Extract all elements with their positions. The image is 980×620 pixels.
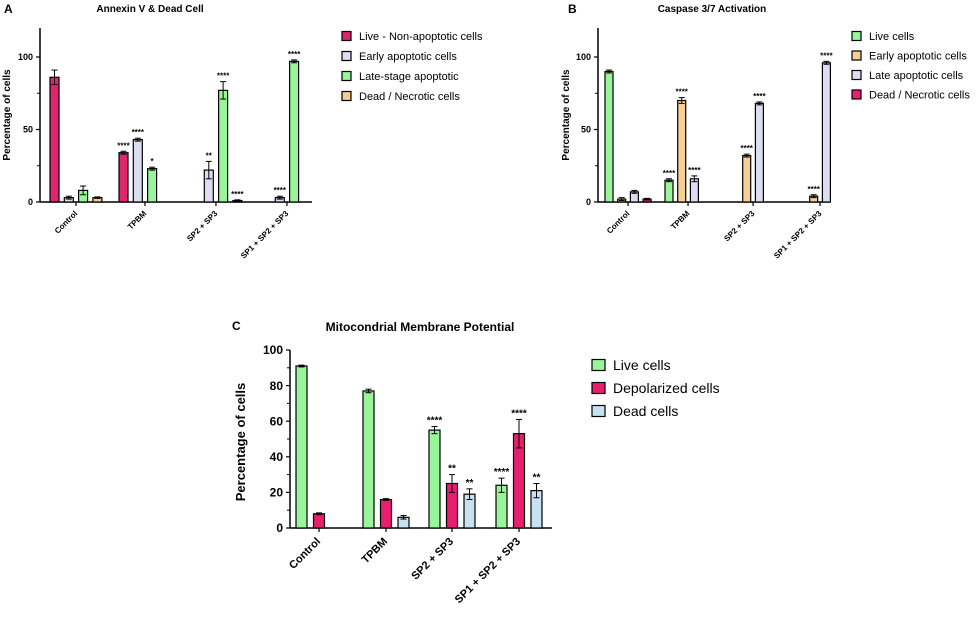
legend-swatch [851,50,862,61]
y-tick-label: 80 [270,379,284,393]
significance-label: **** [217,72,230,81]
bar-a-1-1 [132,139,143,203]
significance-label: ** [206,151,213,160]
y-tick-label: 0 [276,521,283,535]
panel-letter: C [232,319,241,333]
panel-letter: B [568,2,577,16]
x-tick-label: Control [53,209,79,235]
legend-swatch [591,381,606,395]
legend-label: Early apoptotic cells [869,50,967,62]
significance-label: **** [675,88,688,97]
y-tick-label: 20 [270,486,284,500]
legend-label: Early apoptotic cells [359,51,457,63]
chart-panel-a: A Annexin V & Dead Cell Percentage of cell… [2,2,483,260]
bar-c-1-1 [379,498,393,529]
bar-c-2-0 [428,429,441,529]
y-tick-label: 100 [18,52,33,62]
bar-b-3-2 [821,62,832,203]
x-tick-label: TPBM [126,209,149,232]
x-tick-label: SP2 + SP3 [722,209,757,244]
legend-label: Depolarized cells [613,380,720,396]
bar-c-0-1 [312,513,326,529]
legend-swatch [851,89,862,100]
y-axis-label: Percentage of cells [233,383,248,502]
y-tick-label: 100 [263,343,283,357]
chart-title: Annexin V & Dead Cell [96,4,203,15]
y-tick-label: 0 [586,197,591,207]
x-tick-label: SP2 + SP3 [185,209,220,244]
legend-label: Dead / Necrotic cells [359,91,460,103]
y-tick-label: 100 [576,52,591,62]
legend-label: Live cells [869,31,915,43]
y-tick-label: 50 [581,125,591,135]
legend-label: Live - Non-apoptotic cells [359,31,483,43]
bar-a-0-0 [49,76,60,203]
y-axis-label: Percentage of cells [561,69,572,161]
significance-label: **** [231,190,244,199]
y-tick-label: 50 [23,125,33,135]
bar-b-1-1 [677,99,687,203]
y-tick-label: 40 [270,450,284,464]
significance-label: **** [807,185,820,194]
bar-a-1-2 [147,168,158,203]
significance-label: **** [427,416,443,427]
significance-label: **** [663,169,676,178]
bar-a-2-2 [218,89,229,203]
significance-label: **** [494,467,510,478]
bar-b-1-0 [664,179,674,203]
legend-swatch [341,90,352,102]
x-tick-label: SP1 + SP2 + SP3 [453,536,523,606]
significance-label: **** [132,128,145,137]
legend-label: Dead / Necrotic cells [869,89,970,101]
legend-swatch [851,69,862,81]
chart-panel-b: B Caspase 3/7 Activation Percentage of cel… [561,2,970,260]
x-tick-label: Control [605,209,631,235]
panel-letter: A [4,2,13,16]
x-tick-label: SP1 + SP2 + SP3 [239,209,291,261]
chart-title: Caspase 3/7 Activation [658,4,767,15]
legend-label: Live cells [613,357,671,373]
chart-panel-c: C Mitocondrial Membrane Potential Percenta… [232,319,720,606]
y-tick-label: 60 [270,414,284,428]
chart-title: Mitocondrial Membrane Potential [326,320,515,334]
x-tick-label: SP2 + SP3 [409,536,456,583]
bar-b-1-2 [689,178,700,203]
legend-swatch [341,50,352,62]
legend-swatch [341,30,352,42]
bar-b-0-0 [604,70,614,203]
significance-label: * [151,157,155,166]
significance-label: **** [753,92,766,101]
y-tick-label: 0 [28,197,33,207]
significance-label: ** [533,473,541,484]
significance-label: **** [688,166,701,175]
significance-label: **** [820,51,833,60]
x-tick-label: Control [287,536,323,572]
significance-label: **** [117,141,130,150]
y-axis-label: Percentage of cells [2,69,13,161]
significance-label: **** [288,50,301,59]
bar-b-2-1 [742,155,752,203]
bar-a-1-0 [118,152,129,203]
significance-label: **** [740,144,753,153]
legend-swatch [591,358,606,372]
x-tick-label: TPBM [360,536,391,567]
bar-a-3-2 [289,60,300,203]
legend-swatch [341,70,352,82]
legend-label: Dead cells [613,403,678,419]
significance-label: ** [466,478,474,489]
bar-c-0-0 [295,365,308,529]
significance-label: **** [511,408,527,419]
significance-label: **** [274,186,287,195]
legend-swatch [591,404,606,418]
x-tick-label: TPBM [669,209,692,232]
legend-label: Late-stage apoptotic [359,71,459,83]
legend-label: Late apoptotic cells [869,70,964,82]
legend-swatch [851,30,862,42]
bar-c-1-0 [362,390,375,529]
bar-b-2-2 [754,102,765,203]
x-tick-label: SP1 + SP2 + SP3 [772,209,824,261]
significance-label: ** [448,464,456,475]
